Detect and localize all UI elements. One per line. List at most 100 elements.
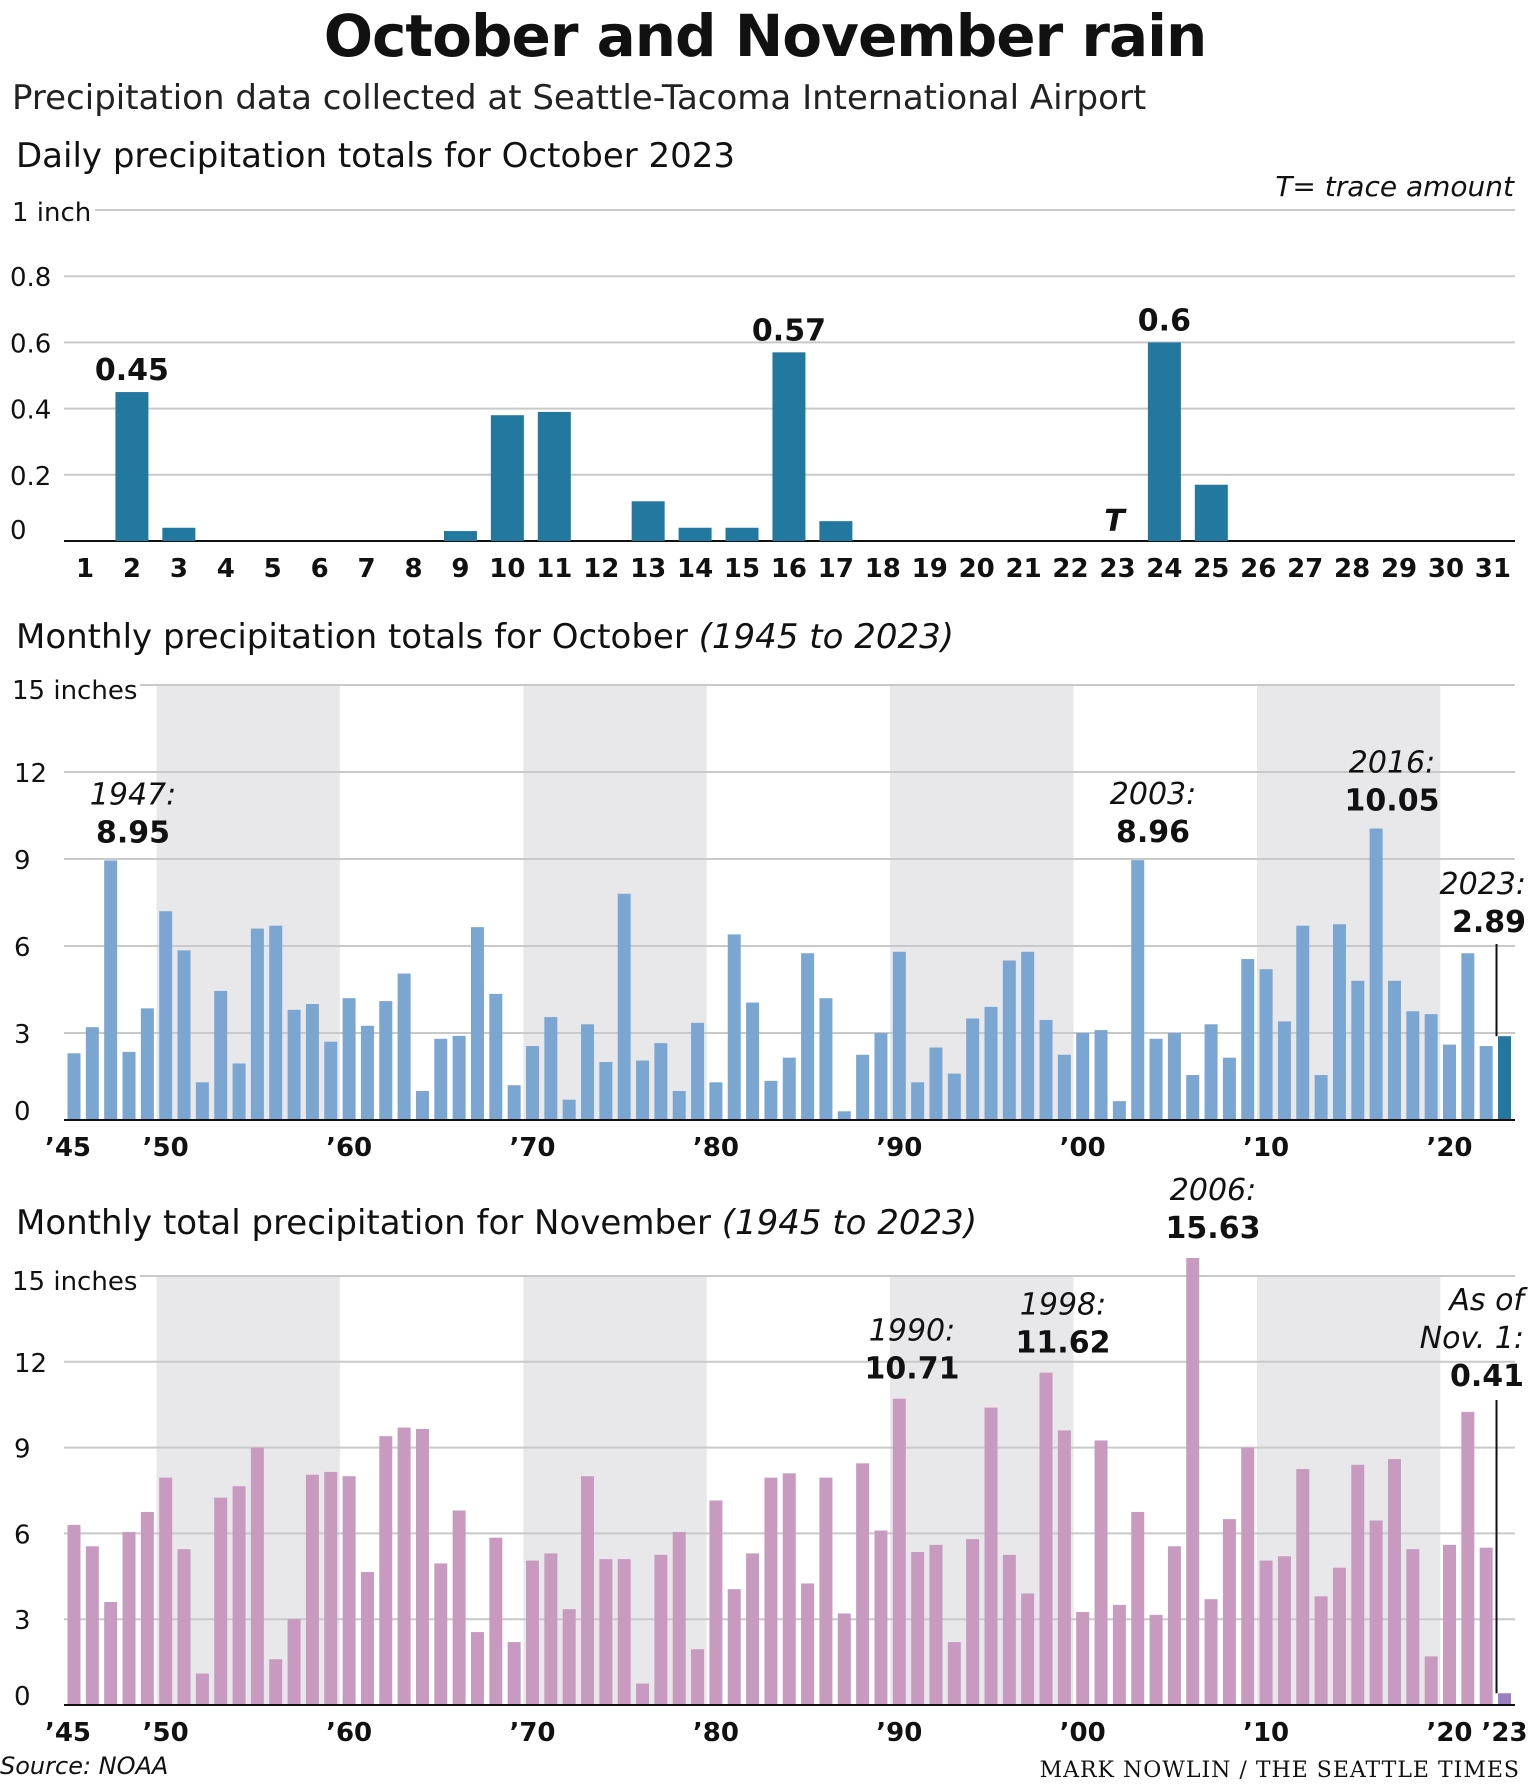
nov-bar	[856, 1463, 870, 1705]
nov-y-tick: 9	[14, 1435, 31, 1465]
oct-bar	[1277, 1021, 1291, 1120]
daily-data-label: 0.6	[1138, 303, 1191, 338]
oct-bar	[287, 1009, 301, 1120]
oct-bar	[1461, 953, 1475, 1120]
nov-bar	[1241, 1447, 1255, 1705]
nov-annotation-year: As of	[1447, 1283, 1528, 1318]
nov-bar	[415, 1429, 429, 1705]
daily-bar	[772, 352, 806, 541]
oct-y-tick: 6	[14, 933, 31, 963]
nov-bar	[1369, 1520, 1383, 1705]
daily-x-tick: 19	[912, 554, 948, 584]
nov-bar	[764, 1477, 778, 1705]
nov-bar	[782, 1473, 796, 1705]
nov-bar	[1296, 1469, 1310, 1705]
nov-bar	[581, 1476, 595, 1705]
daily-data-label: 0.57	[752, 313, 826, 348]
nov-x-tick: ’50	[143, 1718, 189, 1748]
nov-bar	[1204, 1599, 1218, 1705]
daily-x-tick: 25	[1193, 554, 1229, 584]
oct-bar	[1021, 951, 1035, 1120]
oct-x-tick: ’90	[876, 1133, 922, 1163]
oct-bar	[1369, 828, 1383, 1120]
oct-bar	[911, 1082, 925, 1120]
oct-x-tick: ’20	[1426, 1133, 1472, 1163]
nov-bar	[1167, 1546, 1181, 1705]
daily-bar	[725, 527, 759, 541]
daily-x-tick: 12	[583, 554, 619, 584]
oct-bar	[874, 1033, 888, 1120]
oct-bar	[1259, 969, 1273, 1120]
oct-bar	[1351, 980, 1365, 1120]
oct-y-tick: 9	[14, 846, 31, 876]
oct-bar	[1094, 1030, 1108, 1120]
daily-x-tick: 3	[170, 554, 188, 584]
oct-bar	[342, 998, 356, 1120]
nov-bar	[1002, 1554, 1016, 1705]
daily-bar	[678, 527, 712, 541]
oct-bar	[691, 1022, 705, 1120]
nov-bar	[1131, 1511, 1145, 1705]
oct-bar	[1498, 1036, 1512, 1120]
nov-y-tick: 12	[14, 1349, 47, 1379]
oct-bar	[782, 1057, 796, 1120]
oct-bar	[415, 1091, 429, 1120]
daily-data-label: 0.45	[95, 353, 169, 388]
daily-x-tick: 15	[724, 554, 760, 584]
october-chart-title-years: (1945 to 2023)	[698, 617, 954, 657]
nov-bar	[305, 1474, 319, 1705]
daily-bar	[443, 531, 477, 541]
oct-bar	[507, 1085, 521, 1120]
daily-y-unit-label: 1 inch	[12, 198, 91, 228]
oct-bar	[819, 998, 833, 1120]
nov-bar	[1076, 1612, 1090, 1705]
nov-bar	[159, 1477, 173, 1705]
november-chart-title-text: Monthly total precipitation for November	[16, 1203, 711, 1243]
oct-annotation-year: 1947:	[90, 777, 176, 812]
oct-annotation-value: 10.05	[1345, 784, 1440, 819]
oct-bar	[140, 1008, 154, 1120]
daily-x-tick: 21	[1006, 554, 1042, 584]
nov-bar	[232, 1486, 246, 1705]
nov-bar	[654, 1554, 668, 1705]
oct-bar	[489, 993, 503, 1120]
source-note: Source: NOAA	[0, 1752, 169, 1780]
daily-x-tick: 27	[1287, 554, 1323, 584]
oct-bar	[397, 973, 411, 1120]
oct-bar	[1131, 860, 1145, 1120]
daily-x-tick: 24	[1146, 554, 1182, 584]
trace-marker: T	[1104, 504, 1127, 539]
oct-annotation-year: 2023:	[1440, 867, 1526, 902]
nov-x-tick: ’10	[1243, 1718, 1289, 1748]
nov-annotation-value: 10.71	[865, 1352, 960, 1387]
nov-bar	[892, 1398, 906, 1705]
oct-bar	[801, 953, 815, 1120]
daily-y-tick: 0.4	[10, 396, 51, 426]
daily-y-tick: 0	[10, 516, 27, 546]
nov-bar	[452, 1510, 466, 1705]
chart-subtitle: Precipitation data collected at Seattle-…	[12, 78, 1147, 118]
daily-x-tick: 8	[404, 554, 422, 584]
nov-bar	[489, 1537, 503, 1705]
nov-bar	[709, 1500, 723, 1705]
nov-bar	[874, 1530, 888, 1705]
oct-bar	[709, 1082, 723, 1120]
nov-bar	[636, 1683, 650, 1705]
nov-y-unit-label: 15 inches	[12, 1267, 137, 1297]
oct-bar	[1241, 959, 1255, 1120]
nov-x-tick: ’20	[1426, 1718, 1472, 1748]
daily-bar	[115, 392, 149, 541]
daily-x-tick: 17	[818, 554, 854, 584]
oct-bar	[1204, 1024, 1218, 1120]
nov-bar	[727, 1589, 741, 1705]
nov-bar	[947, 1642, 961, 1705]
nov-bar	[672, 1531, 686, 1705]
daily-y-tick: 0.2	[10, 462, 51, 492]
nov-bar	[599, 1559, 613, 1705]
oct-bar	[1296, 925, 1310, 1120]
nov-x-tick: ’60	[326, 1718, 372, 1748]
oct-x-tick: ’10	[1243, 1133, 1289, 1163]
oct-bar	[856, 1054, 870, 1120]
oct-bar	[1149, 1038, 1163, 1120]
